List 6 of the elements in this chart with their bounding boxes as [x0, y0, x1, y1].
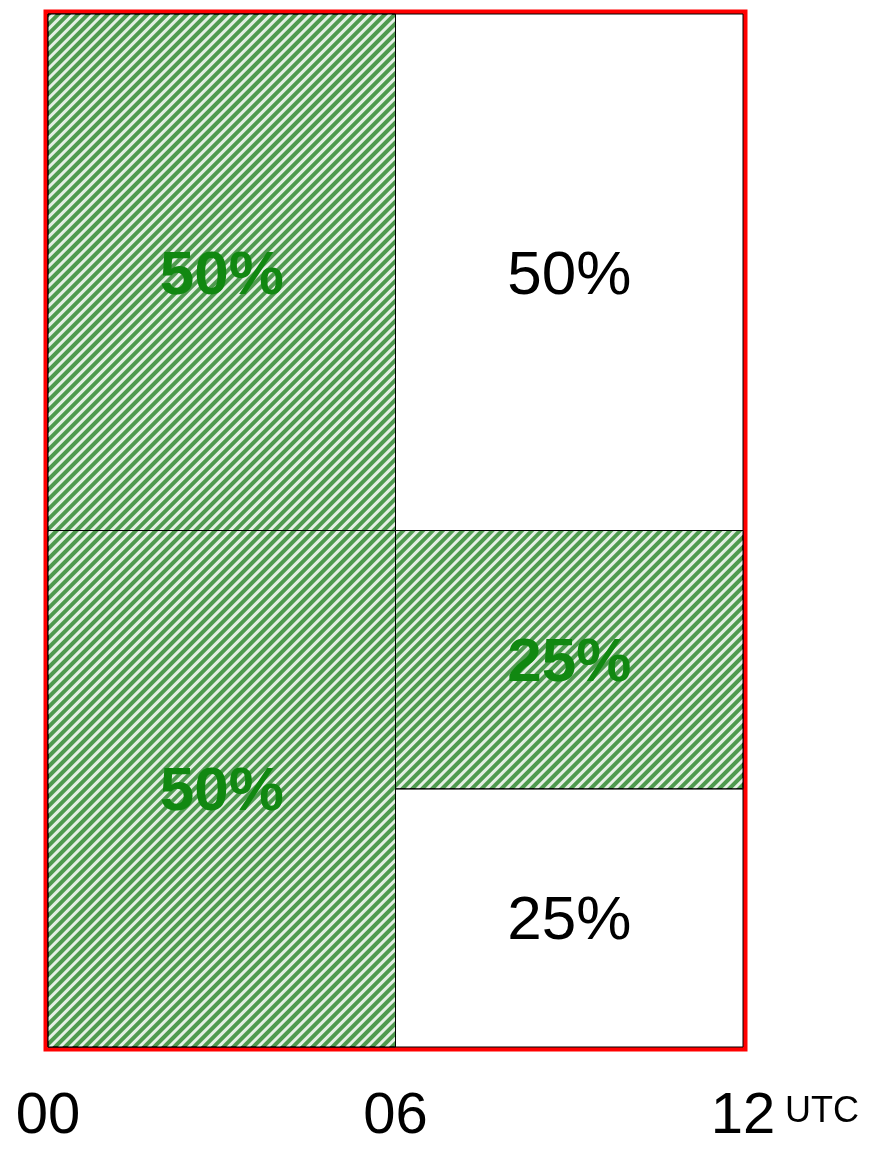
- data-label: 25%: [507, 883, 632, 953]
- x-tick-label: 12: [710, 1079, 776, 1145]
- data-label: 50%: [507, 237, 632, 307]
- x-tick-label: 00: [15, 1079, 81, 1145]
- x-tick-label: 06: [363, 1079, 428, 1145]
- x-axis-title: UTC: [785, 1088, 860, 1130]
